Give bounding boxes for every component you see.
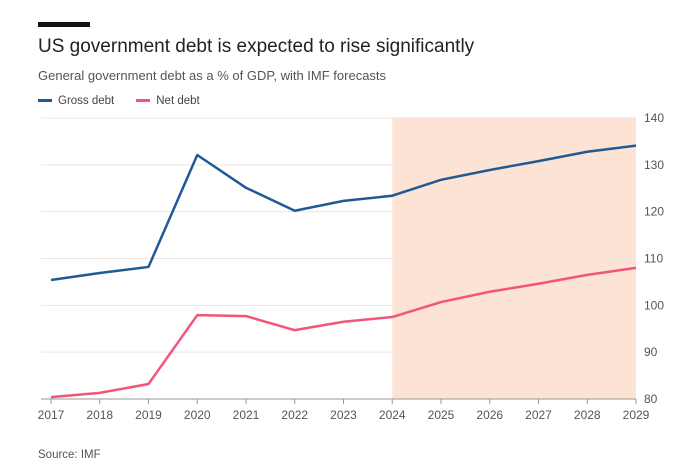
chart-title: US government debt is expected to rise s… (38, 36, 475, 57)
x-tick-label: 2024 (379, 408, 406, 422)
x-tick-label: 2022 (281, 408, 308, 422)
x-tick-label: 2028 (574, 408, 601, 422)
y-tick-label: 120 (644, 205, 664, 219)
x-tick-label: 2021 (233, 408, 260, 422)
y-tick-label: 90 (644, 345, 658, 359)
x-tick-label: 2029 (623, 408, 650, 422)
x-tick-label: 2023 (330, 408, 357, 422)
x-tick-label: 2020 (184, 408, 211, 422)
y-tick-label: 110 (644, 252, 663, 266)
x-tick-label: 2019 (135, 408, 162, 422)
legend-item-net: Net debt (136, 95, 200, 107)
y-tick-label: 100 (644, 298, 664, 312)
brand-bar (38, 22, 90, 27)
x-tick-label: 2026 (476, 408, 503, 422)
legend-label-net: Net debt (156, 95, 200, 107)
legend-label-gross: Gross debt (58, 95, 115, 107)
x-tick-label: 2025 (428, 408, 455, 422)
y-tick-label: 80 (644, 392, 658, 406)
x-tick-label: 2018 (86, 408, 113, 422)
source-note: Source: IMF (38, 449, 101, 461)
legend-swatch-net (136, 99, 151, 103)
chart-subtitle: General government debt as a % of GDP, w… (38, 68, 387, 83)
x-tick-label: 2027 (525, 408, 552, 422)
legend-swatch-gross (38, 99, 52, 103)
y-tick-label: 140 (644, 111, 664, 125)
legend-item-gross: Gross debt (38, 95, 114, 107)
y-tick-label: 130 (644, 158, 664, 172)
legend: Gross debt Net debt (38, 95, 200, 107)
x-tick-label: 2017 (38, 408, 65, 422)
